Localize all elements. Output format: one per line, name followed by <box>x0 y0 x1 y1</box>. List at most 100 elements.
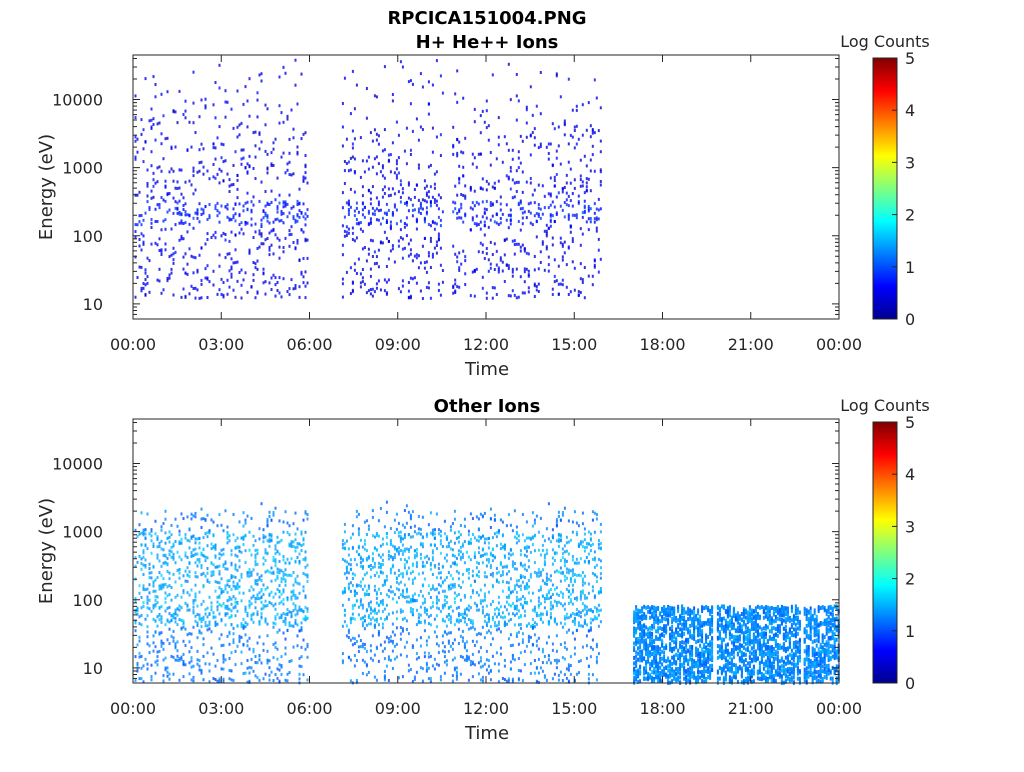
spectrogram-cell <box>580 159 582 162</box>
spectrogram-cell <box>568 571 570 574</box>
spectrogram-cell <box>384 231 386 234</box>
spectrogram-cell <box>197 650 199 653</box>
spectrogram-cell <box>147 169 149 172</box>
spectrogram-cell <box>253 273 255 276</box>
spectrogram-cell <box>408 209 410 212</box>
spectrogram-cell <box>342 282 344 285</box>
spectrogram-cell <box>422 86 424 89</box>
spectrogram-cell <box>520 250 522 253</box>
spectrogram-cell <box>189 180 191 183</box>
spectrogram-cell <box>227 293 229 296</box>
spectrogram-cell <box>526 602 528 605</box>
spectrogram-cell <box>239 223 241 226</box>
spectrogram-cell <box>372 212 374 215</box>
spectrogram-cell <box>458 208 460 211</box>
spectrogram-cell <box>249 531 251 534</box>
spectrogram-cell <box>596 230 598 233</box>
spectrogram-cell <box>173 616 175 619</box>
spectrogram-cell <box>396 167 398 170</box>
spectrogram-cell <box>297 103 299 106</box>
spectrogram-cell <box>380 209 382 212</box>
spectrogram-cell <box>586 546 588 549</box>
spectrogram-cell <box>416 671 418 674</box>
spectrogram-cell <box>171 655 173 658</box>
spectrogram-cell <box>402 575 404 578</box>
spectrogram-cell <box>203 637 205 640</box>
spectrogram-cell <box>139 592 141 595</box>
spectrogram-cell <box>364 539 366 542</box>
spectrogram-cell <box>364 661 366 664</box>
spectrogram-cell <box>189 570 191 573</box>
spectrogram-cell <box>466 657 468 660</box>
spectrogram-cell <box>281 219 283 222</box>
spectrogram-cell <box>229 631 231 634</box>
spectrogram-cell <box>396 209 398 212</box>
spectrogram-cell <box>354 171 356 174</box>
spectrogram-cell <box>584 546 586 549</box>
spectrogram-cell <box>518 579 520 582</box>
spectrogram-cell <box>450 547 452 550</box>
spectrogram-cell <box>590 220 592 223</box>
spectrogram-cell <box>215 177 217 180</box>
spectrogram-cell <box>197 613 199 616</box>
spectrogram-cell <box>247 515 249 518</box>
spectrogram-cell <box>550 662 552 665</box>
spectrogram-cell <box>430 596 432 599</box>
spectrogram-cell <box>572 571 574 574</box>
spectrogram-cell <box>299 629 301 632</box>
spectrogram-cell <box>410 526 412 529</box>
spectrogram-cell <box>149 567 151 570</box>
spectrogram-cell <box>143 664 145 667</box>
spectrogram-cell <box>570 290 572 293</box>
spectrogram-cell <box>167 211 169 214</box>
spectrogram-cell <box>151 222 153 225</box>
spectrogram-cell <box>269 222 271 225</box>
spectrogram-cell <box>374 128 376 131</box>
spectrogram-cell <box>215 624 217 627</box>
spectrogram-cell <box>193 679 195 682</box>
spectrogram-cell <box>474 556 476 559</box>
spectrogram-cell <box>538 648 540 651</box>
spectrogram-cell <box>376 618 378 621</box>
spectrogram-cell <box>462 553 464 556</box>
spectrogram-cell <box>237 585 239 588</box>
spectrogram-cell <box>592 673 594 676</box>
spectrogram-cell <box>261 72 263 75</box>
spectrogram-cell <box>207 232 209 235</box>
spectrogram-cell <box>257 613 259 616</box>
spectrogram-cell <box>223 160 225 163</box>
spectrogram-cell <box>420 553 422 556</box>
spectrogram-cell <box>271 572 273 575</box>
spectrogram-cell <box>195 553 197 556</box>
spectrogram-cell <box>291 233 293 236</box>
spectrogram-cell <box>362 202 364 205</box>
spectrogram-cell <box>594 78 596 81</box>
spectrogram-cell <box>221 234 223 237</box>
spectrogram-cell <box>368 289 370 292</box>
spectrogram-cell <box>442 604 444 607</box>
spectrogram-cell <box>570 168 572 171</box>
spectrogram-cell <box>181 627 183 630</box>
spectrogram-cell <box>506 680 508 683</box>
spectrogram-cell <box>350 536 352 539</box>
spectrogram-cell <box>572 260 574 263</box>
spectrogram-cell <box>452 680 454 683</box>
spectrogram-cell <box>161 584 163 587</box>
spectrogram-cell <box>476 591 478 594</box>
spectrogram-cell <box>512 655 514 658</box>
spectrogram-cell <box>402 627 404 630</box>
spectrogram-cell <box>480 646 482 649</box>
spectrogram-cell <box>197 553 199 556</box>
spectrogram-cell <box>279 104 281 107</box>
spectrogram-cell <box>386 221 388 224</box>
spectrogram-cell <box>588 178 590 181</box>
spectrogram-cell <box>546 576 548 579</box>
spectrogram-cell <box>207 651 209 654</box>
spectrogram-cell <box>199 170 201 173</box>
spectrogram-cell <box>229 534 231 537</box>
spectrogram-cell <box>600 609 602 612</box>
spectrogram-cell <box>460 673 462 676</box>
spectrogram-cell <box>424 237 426 240</box>
spectrogram-cell <box>271 671 273 674</box>
spectrogram-cell <box>195 515 197 518</box>
